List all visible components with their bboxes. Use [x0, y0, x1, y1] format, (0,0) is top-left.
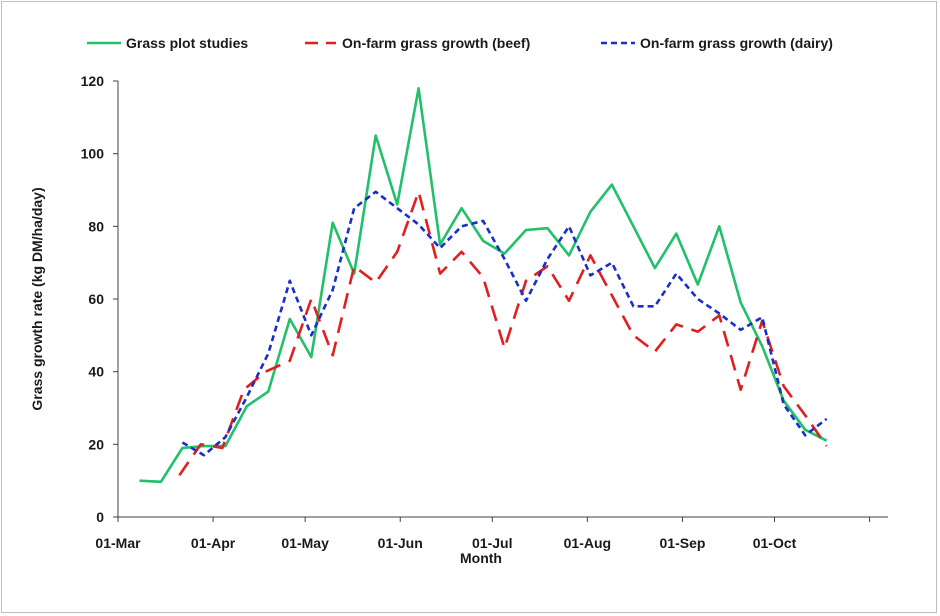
x-tick-label: 01-Aug: [564, 535, 611, 551]
y-tick-label: 80: [88, 218, 104, 234]
y-tick-label: 120: [81, 73, 105, 89]
legend-label-3: On-farm grass growth (dairy): [640, 35, 833, 51]
x-tick-label: 01-Jul: [472, 535, 512, 551]
series-line-1: [139, 87, 828, 484]
x-tick-label: 01-Mar: [95, 535, 141, 551]
x-tick-label: 01-Oct: [753, 535, 797, 551]
y-tick-label: 60: [88, 291, 104, 307]
x-axis-title: Month: [460, 550, 502, 566]
x-tick-label: 01-Apr: [191, 535, 236, 551]
legend: Grass plot studies On-farm grass growth (…: [87, 35, 833, 51]
y-axis-title: Grass growth rate (kg DM/ha/day): [29, 187, 45, 410]
x-tick-label: 01-May: [281, 535, 329, 551]
y-tick-label: 100: [81, 146, 105, 162]
y-tick-label: 40: [88, 364, 104, 380]
y-tick-label: 0: [96, 509, 104, 525]
x-tick-label: 01-Jun: [378, 535, 423, 551]
series-line-3: [181, 190, 828, 457]
x-tick-label: 01-Sep: [660, 535, 706, 551]
y-tick-label: 20: [88, 436, 104, 452]
series-line-2: [178, 190, 828, 476]
series-layer: [139, 87, 828, 484]
axes: 0 20 40 60 80 100 120 01-Mar 01-Apr 01-May 01-Jun 0…: [81, 73, 888, 551]
legend-label-1: Grass plot studies: [126, 35, 248, 51]
legend-label-2: On-farm grass growth (beef): [342, 35, 530, 51]
